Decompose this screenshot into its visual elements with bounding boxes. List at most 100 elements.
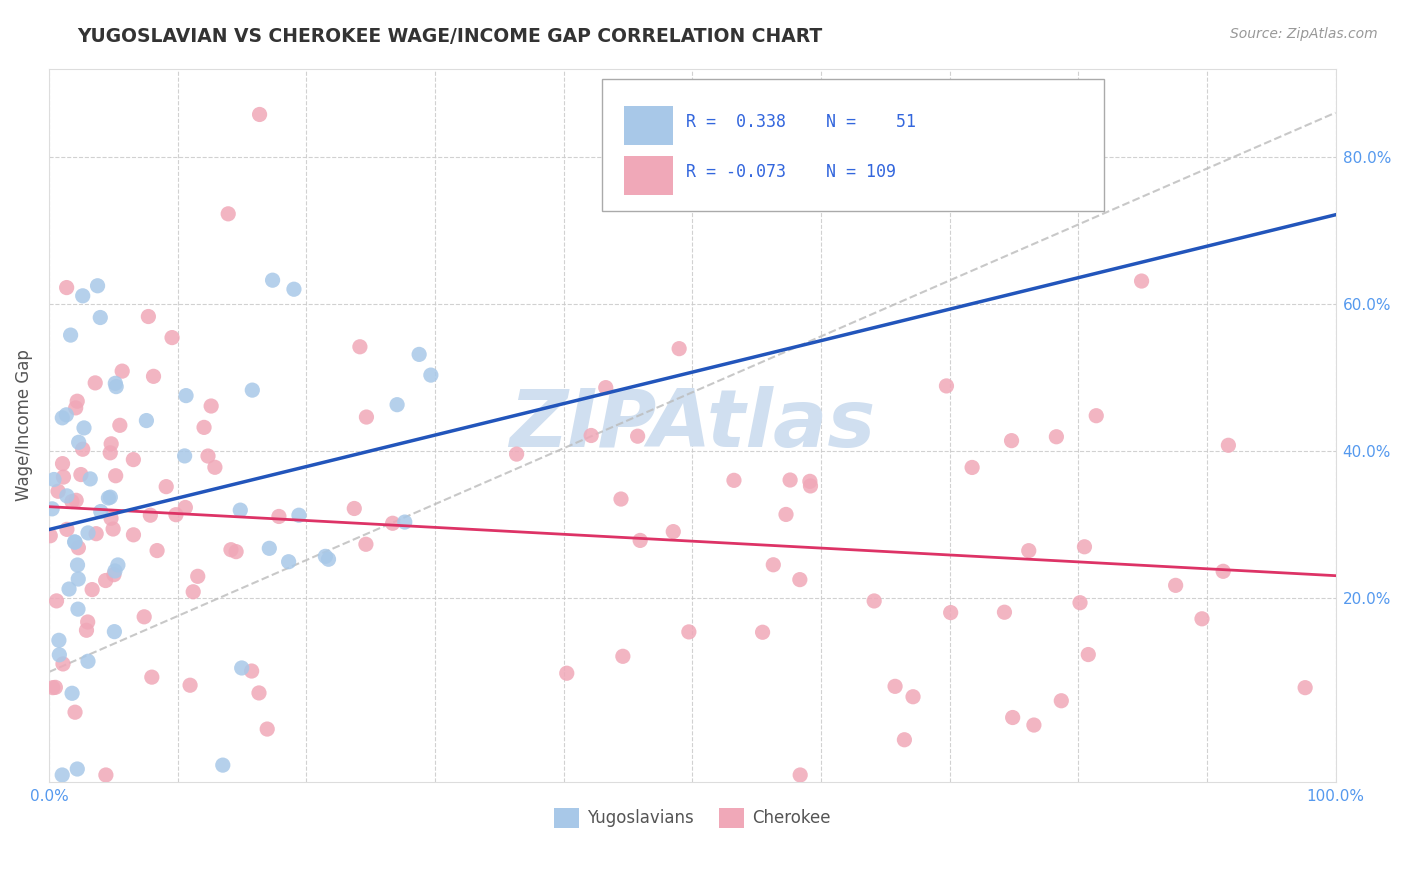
FancyBboxPatch shape [602,79,1104,211]
Text: R = -0.073    N = 109: R = -0.073 N = 109 [686,163,896,181]
Point [277,555,299,569]
Point [314,549,336,564]
Point [775,508,797,522]
Bar [624,106,673,145]
Point [762,558,785,572]
Point [79,472,101,486]
Point [1218,438,1240,452]
Point [1164,578,1187,592]
Point [100,437,122,451]
Point [1018,543,1040,558]
Point [51,410,73,425]
Point [65,401,87,415]
Point [1045,430,1067,444]
Point [1022,718,1045,732]
Point [41,501,63,516]
Point [799,475,821,489]
Point [135,413,157,427]
Point [90,504,112,518]
Point [181,584,204,599]
Point [247,686,270,700]
Point [612,649,634,664]
Point [1212,564,1234,578]
Point [723,473,745,487]
Point [77,525,100,540]
Point [52,470,75,484]
Point [318,552,340,566]
Point [256,722,278,736]
Point [799,479,821,493]
Point [104,564,127,578]
Point [1077,648,1099,662]
Point [55,408,77,422]
Point [662,524,685,539]
Point [1050,694,1073,708]
Point [381,516,404,531]
Point [56,489,79,503]
Point [354,537,377,551]
Y-axis label: Wage/Income Gap: Wage/Income Gap [15,350,32,501]
Point [46,484,69,499]
Point [173,449,195,463]
Point [1073,540,1095,554]
Point [579,428,602,442]
Point [139,508,162,523]
Point [288,508,311,523]
Point [52,657,75,671]
Point [505,447,527,461]
Bar [624,156,673,195]
Point [779,473,801,487]
Point [98,490,121,504]
Point [63,535,86,549]
Point [76,624,98,638]
Point [240,664,263,678]
Point [884,679,907,693]
Point [219,542,242,557]
Point [200,399,222,413]
Point [901,690,924,704]
Point [165,508,187,522]
Point [63,535,86,549]
Point [211,758,233,772]
Point [66,602,89,616]
Text: Source: ZipAtlas.com: Source: ZipAtlas.com [1230,27,1378,41]
Point [134,609,156,624]
Point [893,732,915,747]
Point [42,473,65,487]
Point [97,491,120,505]
Point [174,500,197,515]
Point [789,768,811,782]
Point [60,494,83,508]
Point [385,398,408,412]
Point [1000,434,1022,448]
Point [160,330,183,344]
Point [104,376,127,391]
Point [283,282,305,296]
Point [67,541,90,555]
Point [259,541,281,556]
Point [668,342,690,356]
Point [66,762,89,776]
Point [204,460,226,475]
Point [935,379,957,393]
Point [63,705,86,719]
Point [863,594,886,608]
Point [105,379,128,393]
Text: YUGOSLAVIAN VS CHEROKEE WAGE/INCOME GAP CORRELATION CHART: YUGOSLAVIAN VS CHEROKEE WAGE/INCOME GAP … [77,27,823,45]
Point [72,442,94,457]
Point [77,654,100,668]
Point [76,615,98,629]
Point [66,394,89,409]
Point [107,558,129,572]
Point [94,768,117,782]
Point [58,582,80,596]
Point [48,648,70,662]
Point [993,605,1015,619]
Point [229,503,252,517]
Point [122,452,145,467]
Point [45,594,67,608]
Point [343,501,366,516]
Point [751,625,773,640]
Point [111,364,134,378]
Point [104,468,127,483]
